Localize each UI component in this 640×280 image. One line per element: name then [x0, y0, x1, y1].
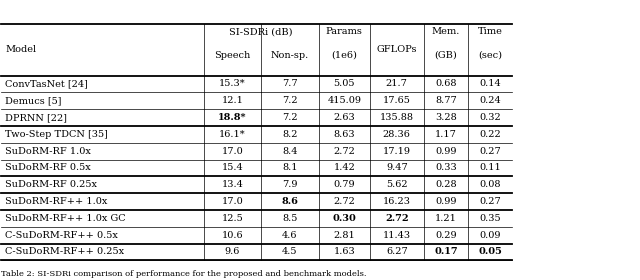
Text: 15.3*: 15.3* — [219, 80, 246, 88]
Text: Non-sp.: Non-sp. — [271, 51, 309, 60]
Text: 28.36: 28.36 — [383, 130, 411, 139]
Text: 18.8*: 18.8* — [218, 113, 246, 122]
Text: Model: Model — [5, 45, 36, 54]
Text: 0.99: 0.99 — [435, 197, 457, 206]
Text: 7.2: 7.2 — [282, 96, 298, 105]
Text: 12.1: 12.1 — [221, 96, 243, 105]
Text: 0.08: 0.08 — [479, 180, 501, 189]
Text: Demucs [5]: Demucs [5] — [5, 96, 61, 105]
Text: 135.88: 135.88 — [380, 113, 414, 122]
Text: 17.0: 17.0 — [221, 147, 243, 156]
Text: 0.32: 0.32 — [479, 113, 501, 122]
Text: 0.35: 0.35 — [479, 214, 501, 223]
Text: 10.6: 10.6 — [221, 231, 243, 240]
Text: Two-Step TDCN [35]: Two-Step TDCN [35] — [5, 130, 108, 139]
Text: 8.1: 8.1 — [282, 164, 298, 172]
Text: 1.21: 1.21 — [435, 214, 457, 223]
Text: 7.9: 7.9 — [282, 180, 298, 189]
Text: 0.05: 0.05 — [478, 248, 502, 256]
Text: 1.63: 1.63 — [333, 248, 355, 256]
Text: C-SuDoRM-RF++ 0.25x: C-SuDoRM-RF++ 0.25x — [5, 248, 124, 256]
Text: 15.4: 15.4 — [221, 164, 243, 172]
Text: 21.7: 21.7 — [386, 80, 408, 88]
Text: 0.27: 0.27 — [479, 197, 501, 206]
Text: 4.5: 4.5 — [282, 248, 298, 256]
Text: 0.33: 0.33 — [435, 164, 457, 172]
Text: 12.5: 12.5 — [221, 214, 243, 223]
Text: 2.63: 2.63 — [333, 113, 355, 122]
Text: 6.27: 6.27 — [386, 248, 408, 256]
Text: 5.62: 5.62 — [386, 180, 408, 189]
Text: SI-SDRi (dB): SI-SDRi (dB) — [229, 27, 293, 36]
Text: 16.23: 16.23 — [383, 197, 411, 206]
Text: 0.24: 0.24 — [479, 96, 501, 105]
Text: SuDoRM-RF++ 1.0x GC: SuDoRM-RF++ 1.0x GC — [5, 214, 125, 223]
Text: 415.09: 415.09 — [327, 96, 362, 105]
Text: 0.11: 0.11 — [479, 164, 501, 172]
Text: 1.17: 1.17 — [435, 130, 457, 139]
Text: SuDoRM-RF++ 1.0x: SuDoRM-RF++ 1.0x — [5, 197, 108, 206]
Text: (sec): (sec) — [478, 51, 502, 60]
Text: 2.72: 2.72 — [333, 147, 355, 156]
Text: 11.43: 11.43 — [383, 231, 411, 240]
Text: 0.22: 0.22 — [479, 130, 501, 139]
Text: 17.0: 17.0 — [221, 197, 243, 206]
Text: 0.99: 0.99 — [435, 147, 457, 156]
Text: 0.29: 0.29 — [435, 231, 457, 240]
Text: 17.19: 17.19 — [383, 147, 411, 156]
Text: 0.79: 0.79 — [333, 180, 355, 189]
Text: 7.7: 7.7 — [282, 80, 298, 88]
Text: 3.28: 3.28 — [435, 113, 457, 122]
Text: 0.27: 0.27 — [479, 147, 501, 156]
Text: 5.05: 5.05 — [333, 80, 355, 88]
Text: 9.47: 9.47 — [386, 164, 408, 172]
Text: 0.14: 0.14 — [479, 80, 501, 88]
Text: 4.6: 4.6 — [282, 231, 298, 240]
Text: 8.5: 8.5 — [282, 214, 298, 223]
Text: 0.28: 0.28 — [435, 180, 457, 189]
Text: Table 2: SI-SDRi comparison of performance for the proposed and benchmark models: Table 2: SI-SDRi comparison of performan… — [1, 270, 367, 278]
Text: Mem.: Mem. — [432, 27, 460, 36]
Text: 1.42: 1.42 — [333, 164, 355, 172]
Text: 8.77: 8.77 — [435, 96, 457, 105]
Text: 2.72: 2.72 — [333, 197, 355, 206]
Text: SuDoRM-RF 0.25x: SuDoRM-RF 0.25x — [5, 180, 97, 189]
Text: C-SuDoRM-RF++ 0.5x: C-SuDoRM-RF++ 0.5x — [5, 231, 118, 240]
Text: Time: Time — [478, 27, 502, 36]
Text: 8.6: 8.6 — [282, 197, 298, 206]
Text: 0.30: 0.30 — [332, 214, 356, 223]
Text: 13.4: 13.4 — [221, 180, 243, 189]
Text: 8.2: 8.2 — [282, 130, 298, 139]
Text: SuDoRM-RF 0.5x: SuDoRM-RF 0.5x — [5, 164, 91, 172]
Text: 16.1*: 16.1* — [219, 130, 246, 139]
Text: DPRNN [22]: DPRNN [22] — [5, 113, 67, 122]
Text: 9.6: 9.6 — [225, 248, 240, 256]
Text: 7.2: 7.2 — [282, 113, 298, 122]
Text: 17.65: 17.65 — [383, 96, 411, 105]
Text: (GB): (GB) — [435, 51, 458, 60]
Text: 0.09: 0.09 — [479, 231, 501, 240]
Text: (1e6): (1e6) — [332, 51, 357, 60]
Text: SuDoRM-RF 1.0x: SuDoRM-RF 1.0x — [5, 147, 91, 156]
Text: 2.81: 2.81 — [333, 231, 355, 240]
Text: 8.63: 8.63 — [333, 130, 355, 139]
Text: GFLOPs: GFLOPs — [376, 45, 417, 54]
Text: Speech: Speech — [214, 51, 250, 60]
Text: 0.17: 0.17 — [435, 248, 458, 256]
Text: Params: Params — [326, 27, 363, 36]
Text: 2.72: 2.72 — [385, 214, 408, 223]
Text: 8.4: 8.4 — [282, 147, 298, 156]
Text: ConvTasNet [24]: ConvTasNet [24] — [5, 80, 88, 88]
Text: 0.68: 0.68 — [435, 80, 457, 88]
